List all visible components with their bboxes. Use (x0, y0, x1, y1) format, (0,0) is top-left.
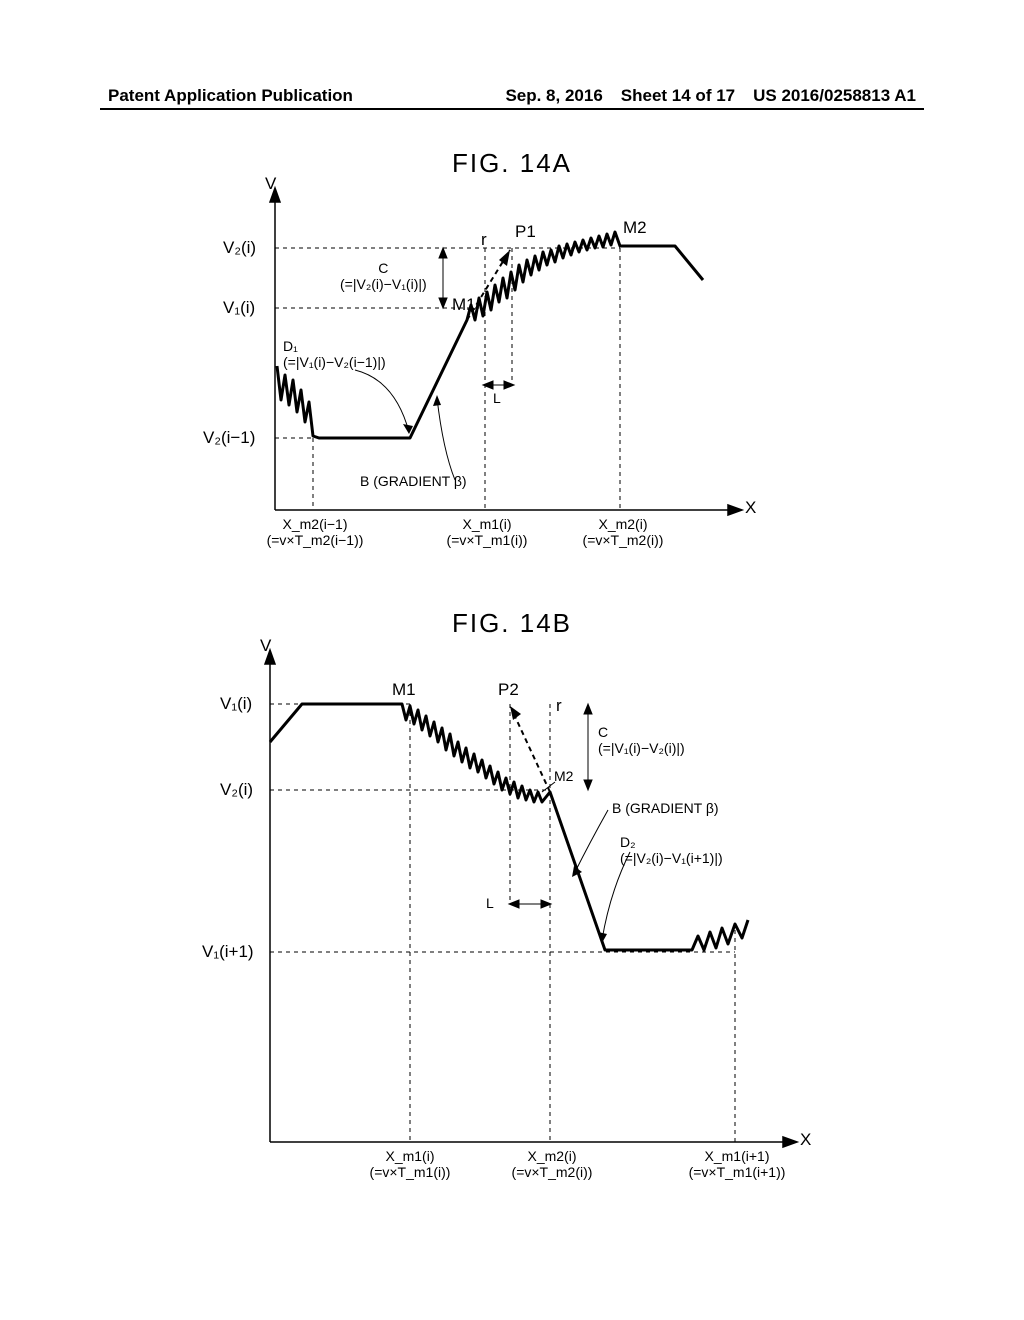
fig14a-p1: P1 (515, 222, 536, 242)
fig14b-l: L (486, 895, 494, 911)
fig14b-d2-top: D₂ (620, 834, 723, 850)
fig14b-title: FIG. 14B (0, 608, 1024, 639)
header-date: Sep. 8, 2016 (505, 86, 602, 106)
fig14a-r: r (481, 230, 487, 250)
fig14b-b: B (GRADIENT β) (612, 800, 719, 816)
fig14a-v2i: V₂(i) (223, 238, 256, 258)
header-pubno: US 2016/0258813 A1 (753, 86, 916, 106)
fig14a-axis-x: X (745, 498, 756, 518)
fig14a-c-top: C (340, 260, 427, 276)
fig14b-xm1i-top: X_m1(i) (360, 1148, 460, 1164)
fig14a-v2im1: V₂(i−1) (203, 428, 255, 448)
fig14b-c-bot: (=|V₁(i)−V₂(i)|) (598, 740, 685, 756)
fig14b-d2-bot: (=|V₂(i)−V₁(i+1)|) (620, 850, 723, 866)
fig14a-v1i: V₁(i) (223, 298, 255, 318)
fig14a-axis-y: V (265, 174, 276, 194)
fig14a-d1-bot: (=|V₁(i)−V₂(i−1)|) (283, 354, 386, 370)
fig14b-xm2i-top: X_m2(i) (502, 1148, 602, 1164)
fig14a-xm2i-top: X_m2(i) (573, 516, 673, 532)
fig14a-xm2im1-bot: (=v×T_m2(i−1)) (265, 532, 365, 548)
fig14a-l: L (493, 390, 501, 406)
fig14a-title: FIG. 14A (0, 148, 1024, 179)
fig14a-b: B (GRADIENT β) (360, 473, 467, 489)
fig14b-xm1ip1-bot: (=v×T_m1(i+1)) (682, 1164, 792, 1180)
fig14b-m2: M2 (554, 768, 573, 784)
fig14b-r: r (556, 696, 562, 716)
fig14b-p2: P2 (498, 680, 519, 700)
fig14a-m1: M1 (452, 295, 476, 315)
header-sheet: Sheet 14 of 17 (621, 86, 735, 106)
fig14a-xm1i-bot: (=v×T_m1(i)) (437, 532, 537, 548)
fig14b-v1i: V₁(i) (220, 694, 252, 714)
header-rule (100, 108, 924, 110)
fig14a-c-bot: (=|V₂(i)−V₁(i)|) (340, 276, 427, 292)
fig14b-axis-x: X (800, 1130, 811, 1150)
fig14a-xm2i-bot: (=v×T_m2(i)) (573, 532, 673, 548)
fig14b-xm1ip1-top: X_m1(i+1) (682, 1148, 792, 1164)
fig14a-xm2im1-top: X_m2(i−1) (265, 516, 365, 532)
fig14a-m2: M2 (623, 218, 647, 238)
fig14a-xm1i-top: X_m1(i) (437, 516, 537, 532)
fig14a-chart: V X V₂(i) V₁(i) V₂(i−1) X_m2(i−1) (=v×T_… (205, 180, 765, 580)
fig14b-xm1i-bot: (=v×T_m1(i)) (360, 1164, 460, 1180)
header-left: Patent Application Publication (108, 86, 353, 106)
fig14b-v2i: V₂(i) (220, 780, 253, 800)
fig14b-v1ip1: V₁(i+1) (202, 942, 254, 962)
fig14b-m1: M1 (392, 680, 416, 700)
fig14a-d1-top: D₁ (283, 338, 386, 354)
fig14b-chart: V X V₁(i) V₂(i) V₁(i+1) X_m1(i) (=v×T_m1… (210, 642, 830, 1202)
fig14b-axis-y: V (260, 636, 271, 656)
fig14b-c-top: C (598, 724, 685, 740)
fig14b-xm2i-bot: (=v×T_m2(i)) (502, 1164, 602, 1180)
